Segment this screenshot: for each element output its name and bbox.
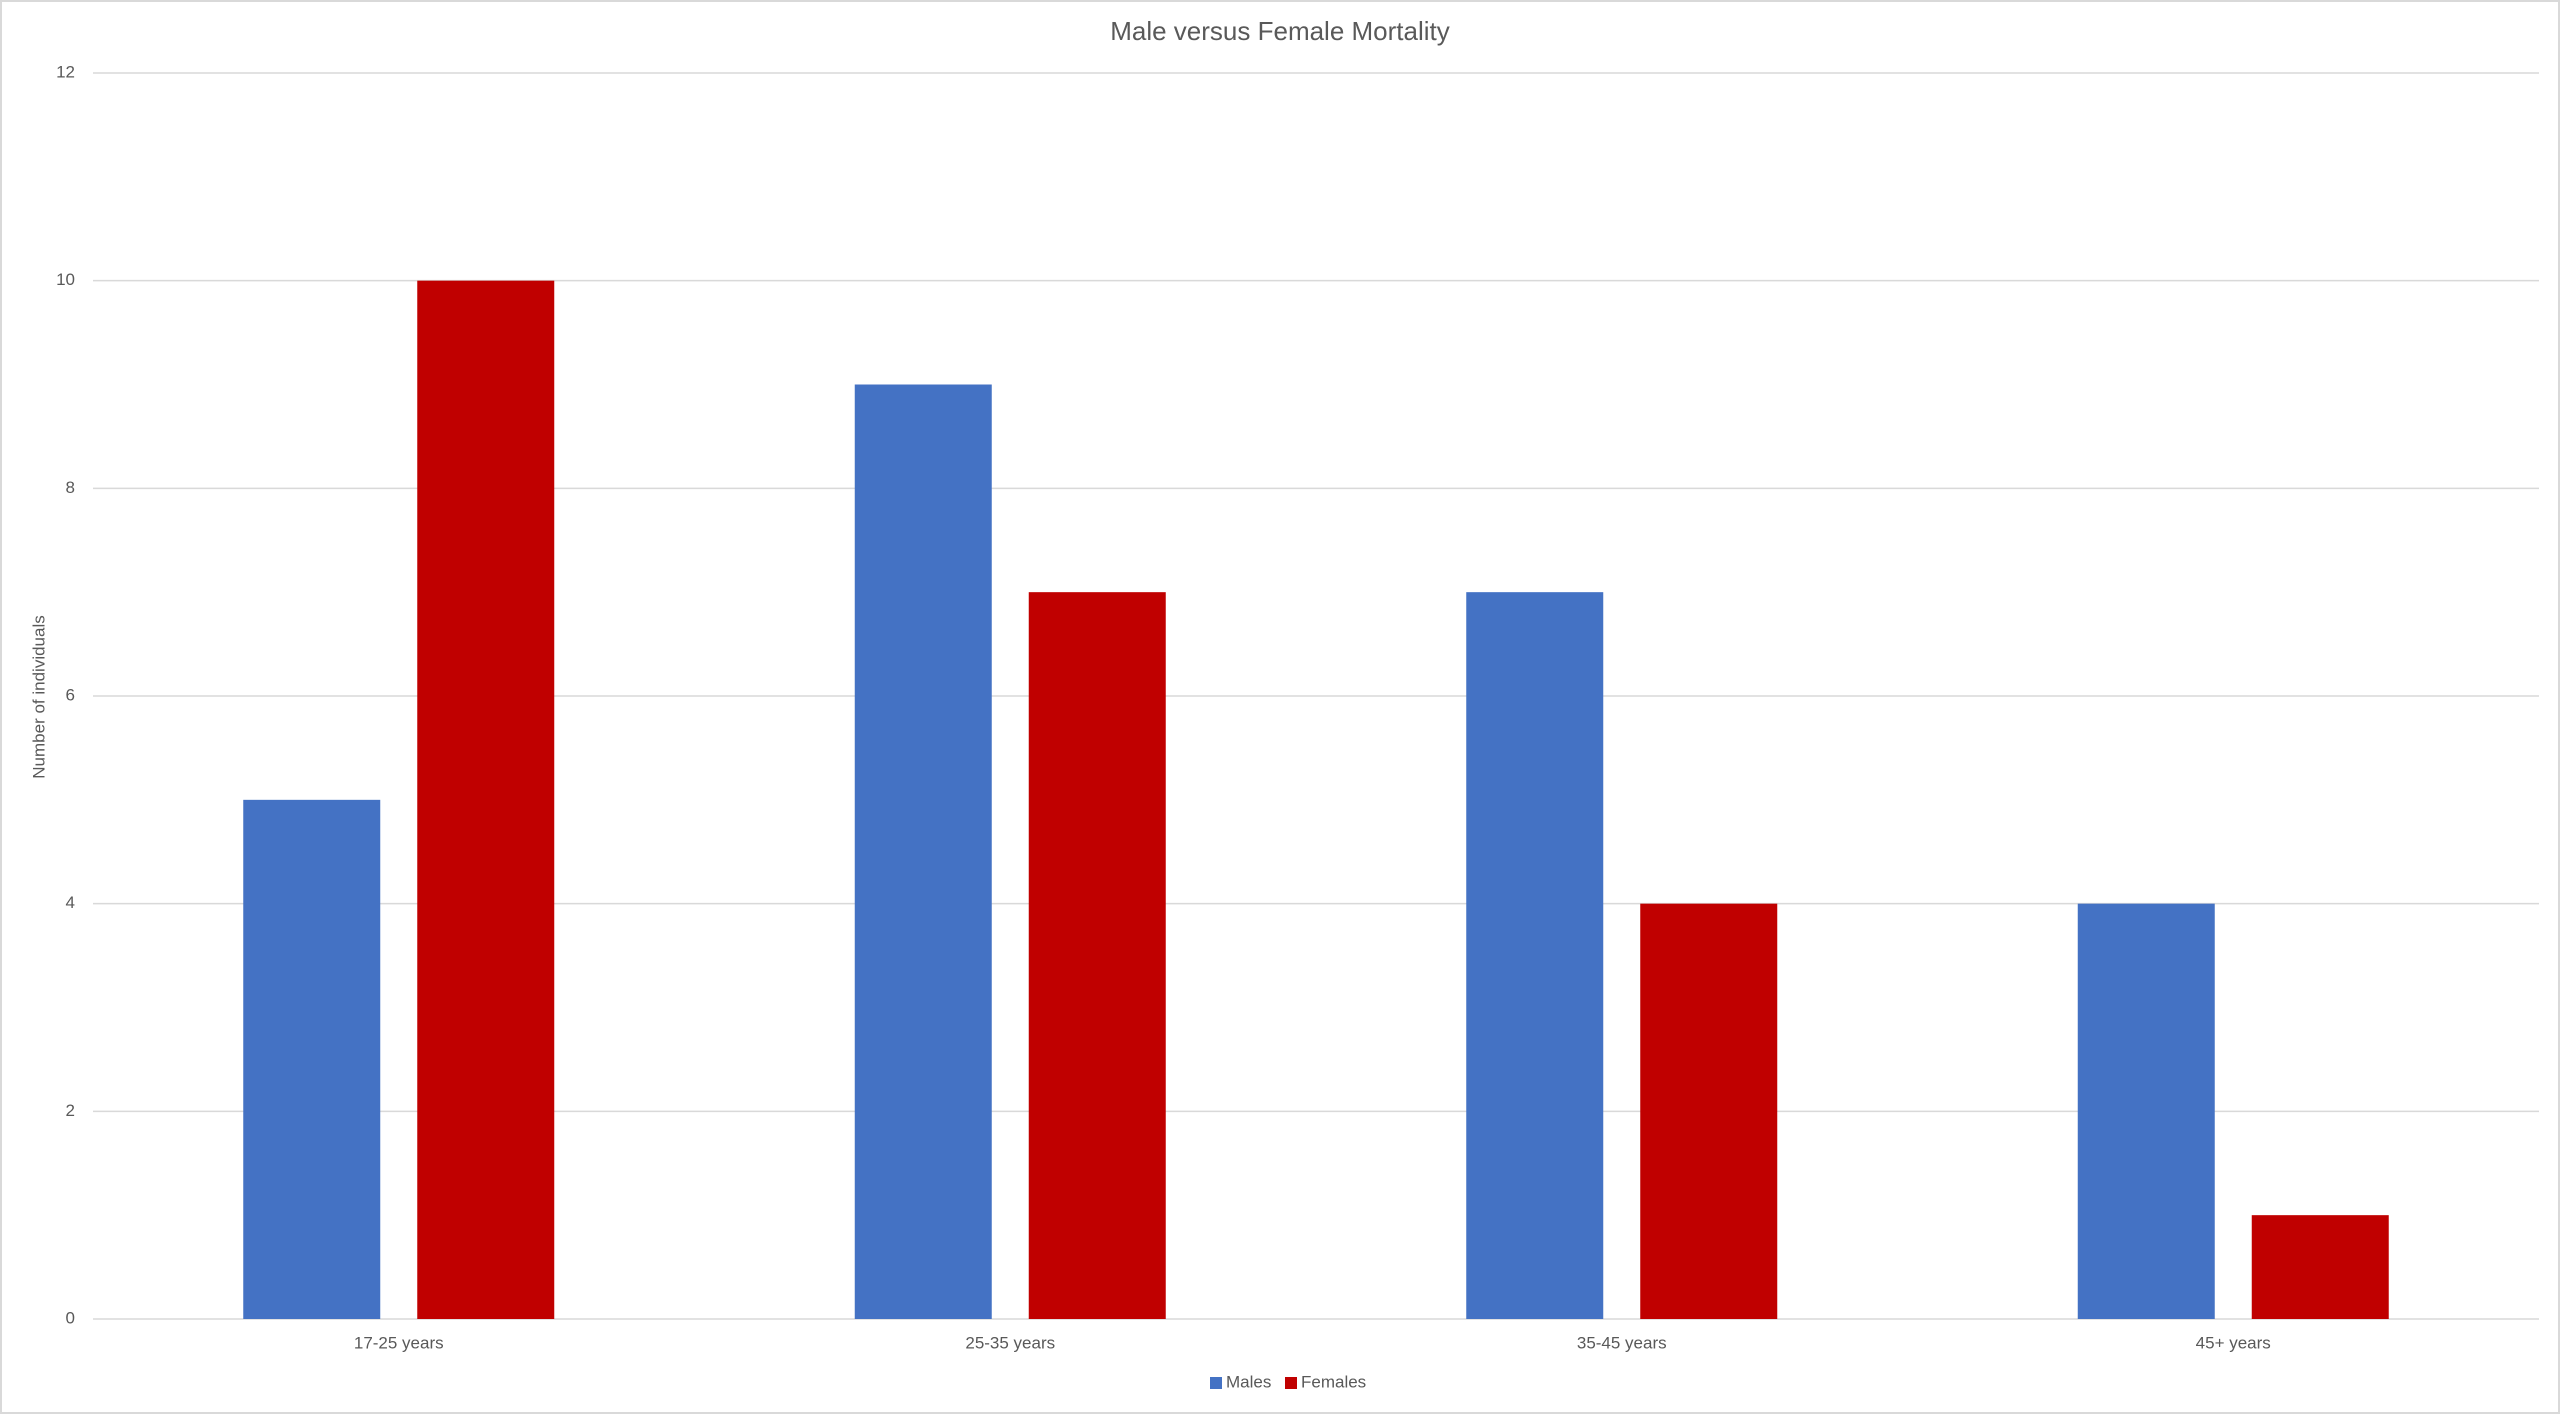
bar bbox=[417, 280, 555, 1320]
y-tick-label: 6 bbox=[66, 685, 75, 704]
bar bbox=[2077, 903, 2215, 1319]
y-tick-label: 4 bbox=[66, 893, 75, 912]
legend-swatch bbox=[1210, 1377, 1222, 1389]
y-tick-label: 2 bbox=[66, 1101, 75, 1120]
x-tick-label: 17-25 years bbox=[354, 1333, 444, 1352]
y-tick-label: 10 bbox=[56, 270, 75, 289]
x-tick-label: 45+ years bbox=[2196, 1333, 2271, 1352]
x-tick-label: 35-45 years bbox=[1577, 1333, 1667, 1352]
x-tick-label: 25-35 years bbox=[965, 1333, 1055, 1352]
y-axis-label: Number of individuals bbox=[29, 615, 48, 778]
legend-label: Females bbox=[1301, 1372, 1366, 1391]
bar bbox=[1028, 592, 1166, 1319]
chart-title: Male versus Female Mortality bbox=[1110, 16, 1450, 46]
y-tick-label: 0 bbox=[66, 1308, 75, 1327]
y-tick-label: 8 bbox=[66, 478, 75, 497]
y-tick-label: 12 bbox=[56, 62, 75, 81]
bar bbox=[2251, 1215, 2389, 1319]
legend-label: Males bbox=[1226, 1372, 1271, 1391]
bar bbox=[243, 799, 381, 1319]
bar bbox=[1640, 903, 1778, 1319]
bar bbox=[1466, 592, 1604, 1319]
legend-swatch bbox=[1285, 1377, 1297, 1389]
bar bbox=[854, 384, 992, 1319]
